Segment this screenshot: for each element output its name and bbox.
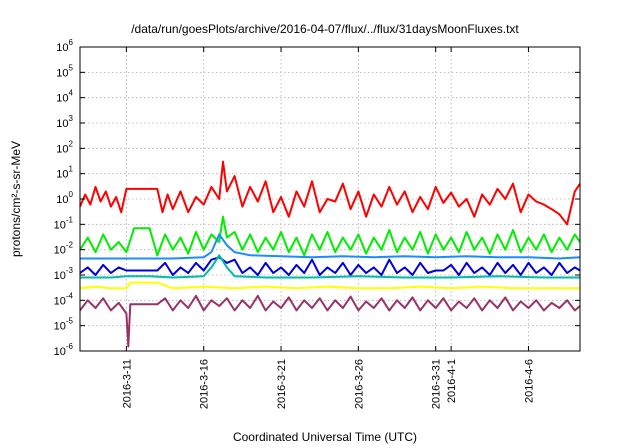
- x-tick-label: 2016-3-21: [276, 359, 288, 409]
- series-line-1: [79, 160, 581, 226]
- y-tick-label: 105: [56, 63, 73, 79]
- series-line-4: [79, 256, 581, 276]
- y-tick-label: 102: [56, 139, 73, 155]
- x-tick-label: 2016-3-11: [121, 359, 133, 408]
- series-line-2: [79, 215, 581, 257]
- y-tick-label: 100: [56, 190, 73, 206]
- y-tick-label: 10-4: [54, 291, 74, 307]
- y-tick-label: 10-5: [54, 317, 74, 333]
- y-tick-label: 104: [56, 89, 73, 105]
- y-axis: 10-6 10-5 10-4 10-3 10-2 10-1 100 101 102 103 104 1…: [54, 38, 580, 358]
- x-tick-label: 2016-3-26: [353, 359, 365, 409]
- y-tick-label: 103: [56, 114, 73, 130]
- x-axis-label: Coordinated Universal Time (UTC): [233, 430, 417, 444]
- y-tick-label: 10-1: [54, 215, 74, 231]
- y-tick-label: 106: [56, 38, 73, 54]
- y-tick-label: 101: [56, 165, 73, 181]
- y-tick-label: 10-6: [54, 342, 74, 358]
- y-axis-label: protons/cm²-s-sr-MeV: [9, 141, 23, 257]
- x-tick-label: 2016-3-16: [199, 359, 211, 409]
- x-tick-label: 2016-4-1: [446, 359, 458, 403]
- x-axis: 2016-3-11 2016-3-16 2016-3-21 2016-3-26 2016…: [121, 47, 535, 409]
- x-tick-label: 2016-4-6: [523, 359, 535, 403]
- series-line-6: [79, 281, 580, 290]
- y-tick-label: 10-3: [54, 266, 74, 282]
- series-layer: [79, 160, 581, 348]
- x-tick-label: 2016-3-31: [431, 359, 443, 409]
- series-line-3: [80, 233, 581, 260]
- series-line-7: [79, 294, 581, 348]
- chart-title: /data/run/goesPlots/archive/2016-04-07/f…: [131, 22, 519, 36]
- y-tick-label: 10-2: [54, 241, 74, 257]
- series-line-5: [80, 254, 580, 279]
